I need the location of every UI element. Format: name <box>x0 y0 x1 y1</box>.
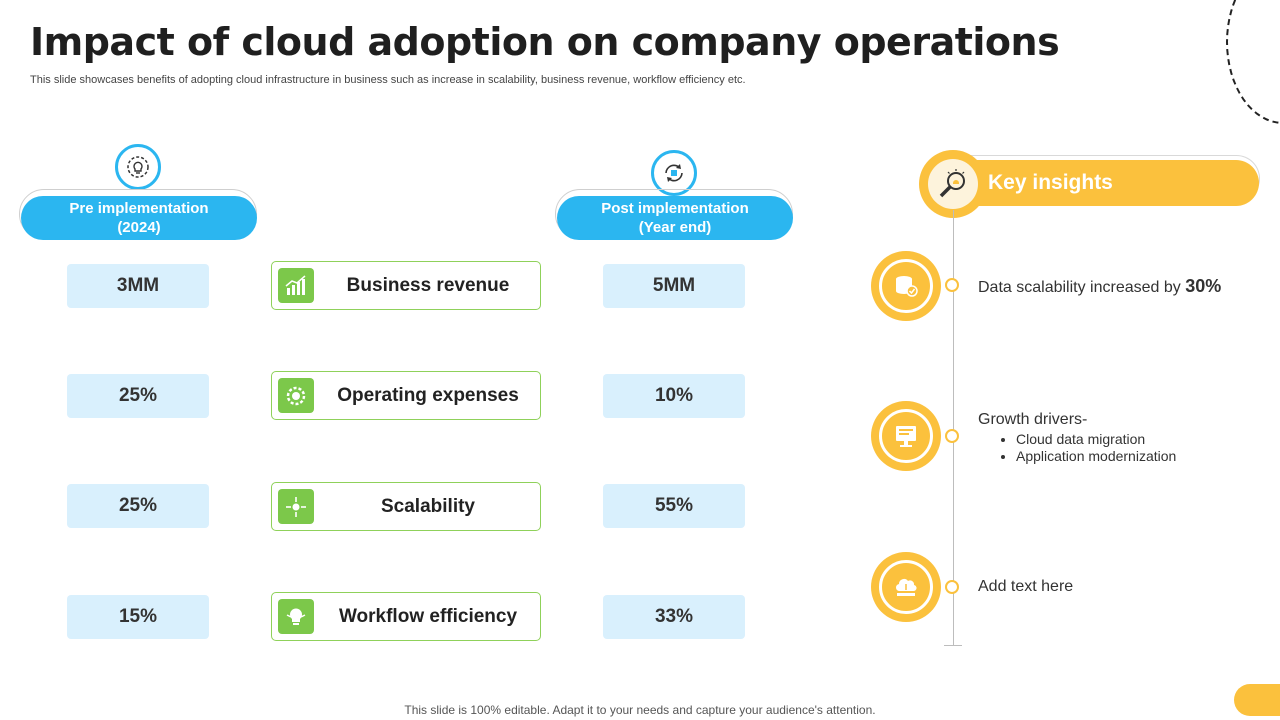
metric-label: Business revenue <box>346 274 510 296</box>
insight-data-scalability: Data scalability increased by 30% <box>978 276 1221 297</box>
metric-business-revenue: Business revenue <box>271 261 541 310</box>
post-value-workflow-efficiency: 33% <box>603 595 745 639</box>
timeline-line-end <box>944 645 962 646</box>
insight-text: Data scalability increased by <box>978 279 1186 296</box>
lightbulb-gear-icon <box>115 144 161 190</box>
pre-value-operating-expenses: 25% <box>67 374 209 418</box>
decorative-dashed-arc <box>1226 0 1280 124</box>
metric-workflow-efficiency: Workflow efficiency <box>271 592 541 641</box>
revenue-chart-icon <box>278 268 314 303</box>
database-check-icon <box>871 251 941 321</box>
key-insights-title: Key insights <box>988 171 1113 194</box>
pre-value-scalability: 25% <box>67 484 209 528</box>
page-subtitle: This slide showcases benefits of adoptin… <box>30 74 746 86</box>
post-header-line1: Post implementation <box>601 200 749 217</box>
magnifier-bulb-icon <box>919 150 987 218</box>
growth-drivers-list: Cloud data migration Application moderni… <box>978 431 1176 465</box>
scalability-arrows-icon <box>278 489 314 524</box>
metric-operating-expenses: Operating expenses <box>271 371 541 420</box>
pre-implementation-header: Pre implementation (2024) <box>21 196 257 240</box>
post-value-scalability: 55% <box>603 484 745 528</box>
post-value-business-revenue: 5MM <box>603 264 745 308</box>
timeline-dot <box>945 278 959 292</box>
cloud-laptop-icon <box>871 552 941 622</box>
pre-value-business-revenue: 3MM <box>67 264 209 308</box>
page-title: Impact of cloud adoption on company oper… <box>30 20 1060 64</box>
post-header-line2: (Year end) <box>638 219 712 236</box>
metric-label: Scalability <box>381 495 475 517</box>
pre-header-line1: Pre implementation <box>69 200 209 217</box>
footer-note: This slide is 100% editable. Adapt it to… <box>404 703 876 717</box>
metric-label: Operating expenses <box>337 384 519 406</box>
decorative-corner-pill <box>1234 684 1280 716</box>
cloud-monitor-icon <box>871 401 941 471</box>
key-insights-banner <box>935 160 1259 206</box>
workflow-bulb-icon <box>278 599 314 634</box>
insight-add-text: Add text here <box>978 578 1074 595</box>
insight-text: Growth drivers- <box>978 411 1088 428</box>
timeline-dot <box>945 429 959 443</box>
insight-growth-drivers: Growth drivers- Cloud data migration App… <box>978 411 1176 465</box>
expense-gear-icon <box>278 378 314 413</box>
metric-scalability: Scalability <box>271 482 541 531</box>
list-item: Cloud data migration <box>1016 431 1176 448</box>
post-value-operating-expenses: 10% <box>603 374 745 418</box>
timeline-dot <box>945 580 959 594</box>
timeline-line <box>953 210 954 646</box>
list-item: Application modernization <box>1016 448 1176 465</box>
insight-highlight: 30% <box>1185 276 1222 296</box>
pre-value-workflow-efficiency: 15% <box>67 595 209 639</box>
post-implementation-header: Post implementation (Year end) <box>557 196 793 240</box>
metric-label: Workflow efficiency <box>338 605 518 627</box>
pre-header-line2: (2024) <box>117 219 161 236</box>
cycle-arrows-icon <box>651 150 697 196</box>
